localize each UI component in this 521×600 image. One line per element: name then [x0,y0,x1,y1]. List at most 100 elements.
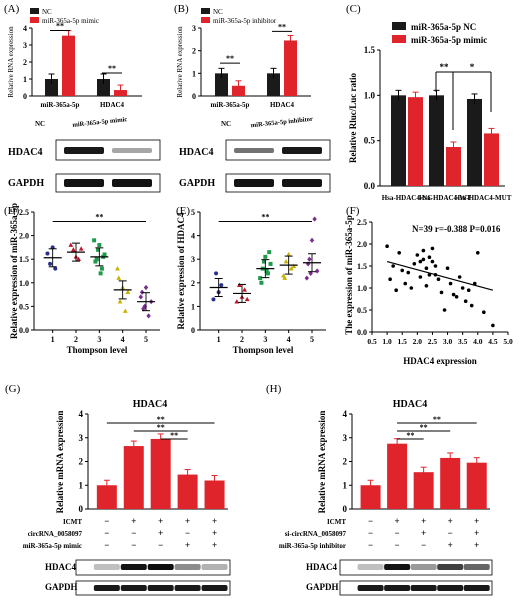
panel-b-ytick-label-2: 2 [192,47,196,56]
panel-e-ytick-label-1: 1 [191,302,195,311]
legend-swatch-b-inhibitor [201,17,210,23]
panel-e-ytick-label-5: 5 [191,208,195,217]
panel-f-point-36 [469,303,474,308]
panel-e-ylabel: Relative expression of HDAC4 [176,212,186,330]
panel-b-wb-hdac4-box [225,139,331,161]
panel-b-wb-inhibitor: miR-365a-5p inhibitor [250,116,313,129]
panel-e-ytick-label-0: 0 [191,326,195,335]
panel-h-cond-2-4: + [474,540,479,550]
panel-f-point-4 [403,281,408,286]
panel-e-point-4-0 [304,275,309,281]
panel-a-wb-nc: NC [35,120,45,128]
panel-label-g: (G) [5,383,21,395]
panel-a-sig-0-label: ** [56,22,64,31]
panel-d-point-0-0 [45,251,50,256]
panel-h-bar-0 [360,485,381,509]
panel-label-f: (F) [346,205,360,217]
panel-f-point-25 [463,299,468,304]
panel-h-wb-gapdh-box [339,580,493,596]
panel-e-point-2-5 [259,280,264,285]
panel-d-xtick-label-0: 1 [51,335,55,344]
panel-d-ylabel: Relative expression of miR-365a-5p [9,203,19,339]
panel-h-wb-hdac4-label: HDAC4 [306,562,337,572]
panel-h-cond-0-3: + [448,516,453,526]
panel-h-cond-1-3: − [448,528,453,538]
panel-h-wb-gapdh-label: GAPDH [306,582,339,592]
panel-b-xlabel-0: miR-365a-5p [211,101,250,109]
panel-e-point-2-7 [264,269,269,273]
panel-label-e: (E) [176,205,190,217]
panel-b-ylabel: Relative RNA expression [176,26,184,98]
panel-f-point-2 [391,264,395,268]
panel-e-point-4-2 [309,237,315,243]
panel-g-wb-gapdh-band-4 [201,585,228,591]
panel-d-ytick-label-4: 2.0 [19,232,29,241]
panel-h-wb-gapdh-band-3 [437,585,464,591]
panel-d-ytick-label-2: 1.0 [19,279,29,288]
panel-f-xtick-label-2: 1.5 [398,337,408,346]
panel-b-ytick-label-0: 0 [192,92,196,101]
panel-f-point-20 [445,266,450,271]
panel-e-point-2-2 [263,254,268,259]
panel-e-point-4-5 [305,261,311,267]
panel-c-bar-mimic-1 [446,147,461,186]
panel-f-point-35 [454,295,459,299]
panel-f-xtick-label-4: 2.5 [428,337,438,346]
panel-f-point-29 [482,310,486,315]
legend-a-nc: NC [42,8,52,16]
panel-f-ytick-label-4: 2.0 [357,240,367,249]
panel-a-wb-hdac4-label: HDAC4 [8,147,42,158]
panel-d-sig-label: ** [95,212,103,221]
panel-a-xlabel-0: miR-365a-5p [41,101,80,109]
panel-d-ytick-label-0: 0.0 [19,326,29,335]
panel-h-ytick-label-4: 4 [343,409,348,419]
panel-g-ytick-label-2: 2 [79,457,84,467]
panel-a-xlabel-1: HDAC4 [100,101,125,109]
panel-h-wb-gapdh-band-0 [357,585,384,591]
panel-a-wb-gapdh-box [55,173,161,193]
panel-f-point-12 [424,284,429,288]
panel-a-bar-nc-0 [45,79,58,96]
panel-f-point-24 [460,286,465,290]
panel-d-point-3-4 [125,289,131,295]
panel-g-wb-hdac4-box [75,559,231,576]
panel-f-point-30 [491,323,495,328]
panel-g-wb-hdac4-band-1 [120,564,147,570]
panel-b-wb-gapdh-band-1 [282,179,322,187]
panel-f-point-9 [418,259,423,264]
panel-b-bar-inhibitor-1 [284,40,297,96]
panel-d-point-2-1 [94,257,99,262]
panel-c-ytick-label-2: 1.0 [364,90,376,100]
panel-g-wb-gapdh-band-0 [93,585,120,591]
panel-g-cond-0-4: + [212,516,217,526]
panel-h-cond-0-1: + [395,516,400,526]
panel-d-point-2-6 [96,247,101,252]
panel-g-cond-0-1: + [131,516,136,526]
panel-f-point-3 [397,251,402,255]
panel-g-ytick-label-4: 4 [79,409,84,419]
panel-g-wb-hdac4-band-4 [201,564,228,570]
panel-h-ytick-label-0: 0 [343,504,348,514]
panel-c-sig-0-label: ** [440,62,450,72]
panel-d-point-3-3 [122,308,128,313]
panel-g-title: HDAC4 [133,399,167,410]
panel-h-sig-0-label: ** [433,415,441,424]
panel-d-xtick-label-2: 3 [97,335,101,344]
panel-b-wb-gapdh-band-0 [234,179,274,187]
panel-h-cond-label-2: miR-365a-5p inhibitor [279,542,346,550]
panel-d-xtick-label-3: 4 [121,335,125,344]
panel-b-sig-0-label: ** [226,54,234,63]
panel-h-bar-3 [440,457,461,509]
panel-d-point-1-0 [68,242,74,247]
panel-f-xtick-label-1: 1.0 [382,337,392,346]
panel-h-wb-gapdh-band-4 [463,585,490,591]
panel-f-point-1 [388,277,392,282]
panel-f-xtick-label-5: 3.0 [443,337,453,346]
panel-f-point-26 [466,288,471,293]
panel-g-cond-0-0: − [104,516,109,526]
panel-h-bar-4 [466,462,487,509]
panel-b-bar-nc-1 [267,73,280,96]
panel-label-b: (B) [174,3,189,15]
panel-g-cond-2-1: − [131,540,136,550]
legend-swatch-b-nc [201,8,210,14]
